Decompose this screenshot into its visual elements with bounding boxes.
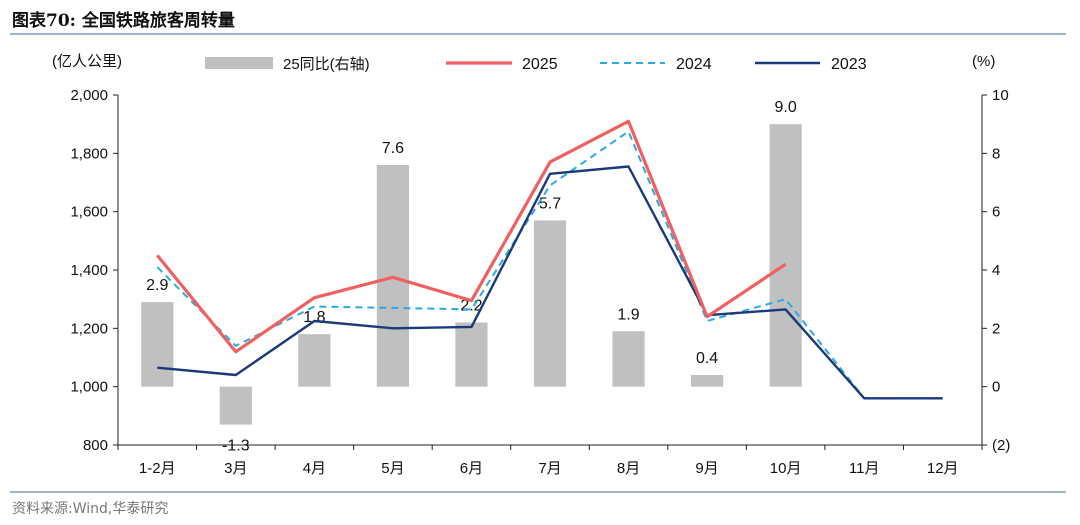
left-axis-unit: (亿人公里) bbox=[52, 53, 122, 70]
x-tick-label: 12月 bbox=[927, 460, 959, 477]
x-tick-label: 7月 bbox=[538, 460, 561, 477]
yoy-bar bbox=[612, 331, 645, 387]
series-line-2024 bbox=[156, 130, 943, 400]
right-tick-label: 0 bbox=[992, 379, 1000, 396]
right-tick-label: 10 bbox=[992, 87, 1009, 104]
bar-data-label: 9.0 bbox=[775, 99, 797, 116]
left-tick-label: 1,600 bbox=[70, 204, 108, 221]
top-rule bbox=[10, 33, 1066, 35]
right-tick-label: (2) bbox=[992, 437, 1010, 454]
x-tick-label: 4月 bbox=[303, 460, 326, 477]
bar-data-label: 5.7 bbox=[539, 195, 561, 212]
left-tick-label: 1,400 bbox=[70, 262, 108, 279]
yoy-bar bbox=[769, 124, 802, 387]
bar-data-label: -1.3 bbox=[222, 438, 250, 455]
yoy-bar bbox=[141, 302, 174, 387]
chart-title: 图表70: 全国铁路旅客周转量 bbox=[12, 11, 235, 31]
bar-data-label: 7.6 bbox=[382, 140, 404, 157]
right-tick-label: 6 bbox=[992, 204, 1000, 221]
x-tick-label: 9月 bbox=[695, 460, 718, 477]
left-tick-label: 1,000 bbox=[70, 379, 108, 396]
x-tick-label: 10月 bbox=[770, 460, 802, 477]
legend-label-2024: 2024 bbox=[676, 56, 712, 73]
yoy-bar bbox=[219, 386, 252, 425]
left-tick-label: 2,000 bbox=[70, 87, 108, 104]
x-tick-label: 11月 bbox=[849, 460, 880, 477]
bar-data-label: 0.4 bbox=[696, 350, 718, 367]
yoy-bar bbox=[455, 322, 488, 387]
legend-label-2023: 2023 bbox=[831, 56, 867, 73]
bottom-rule bbox=[10, 491, 1066, 493]
legend-swatch-bar bbox=[205, 57, 273, 69]
left-tick-label: 800 bbox=[83, 437, 108, 454]
bar-data-label: 2.9 bbox=[146, 277, 168, 294]
bar-data-label: 1.8 bbox=[303, 309, 325, 326]
right-axis-unit: (%) bbox=[972, 53, 995, 70]
x-tick-label: 8月 bbox=[617, 460, 640, 477]
series-line-2023 bbox=[157, 165, 943, 400]
left-tick-label: 1,800 bbox=[70, 145, 108, 162]
bar-data-label: 1.9 bbox=[617, 306, 639, 323]
yoy-bar bbox=[533, 220, 567, 387]
x-tick-label: 3月 bbox=[224, 460, 247, 477]
x-tick-label: 5月 bbox=[381, 460, 404, 477]
right-tick-label: 2 bbox=[992, 320, 1000, 337]
series-line-2025 bbox=[156, 119, 787, 354]
left-tick-label: 1,200 bbox=[70, 320, 108, 337]
yoy-bar bbox=[298, 334, 331, 387]
legend-label-bar: 25同比(右轴) bbox=[283, 56, 370, 73]
source-note: 资料来源:Wind,华泰研究 bbox=[12, 501, 169, 517]
yoy-bar bbox=[690, 375, 724, 387]
x-tick-label: 6月 bbox=[460, 460, 483, 477]
right-tick-label: 4 bbox=[992, 262, 1000, 279]
x-tick-label: 1-2月 bbox=[139, 460, 176, 477]
legend-label-2025: 2025 bbox=[522, 56, 558, 73]
right-tick-label: 8 bbox=[992, 145, 1000, 162]
